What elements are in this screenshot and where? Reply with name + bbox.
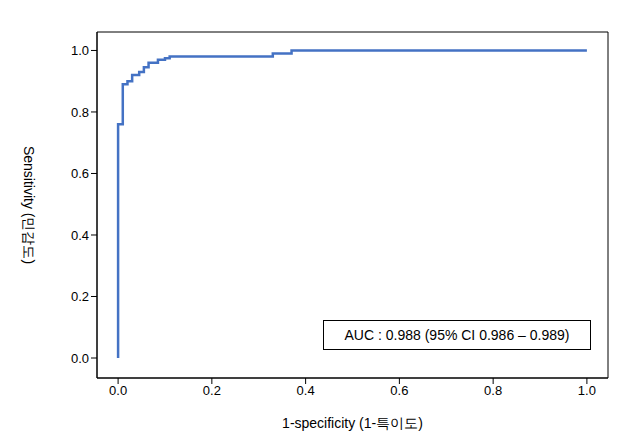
svg-text:0.4: 0.4 (297, 383, 315, 398)
svg-text:0.6: 0.6 (71, 166, 89, 181)
svg-text:0.6: 0.6 (390, 383, 408, 398)
svg-text:0.0: 0.0 (71, 351, 89, 366)
svg-text:0.0: 0.0 (109, 383, 127, 398)
svg-text:0.2: 0.2 (71, 289, 89, 304)
svg-text:1.0: 1.0 (578, 383, 596, 398)
svg-text:0.4: 0.4 (71, 228, 89, 243)
svg-text:0.2: 0.2 (203, 383, 221, 398)
svg-text:1.0: 1.0 (71, 43, 89, 58)
svg-text:1-specificity (1-특이도): 1-specificity (1-특이도) (282, 415, 423, 431)
svg-text:0.8: 0.8 (484, 383, 502, 398)
svg-text:Sensitivity (민감도): Sensitivity (민감도) (21, 146, 37, 264)
svg-text:0.8: 0.8 (71, 105, 89, 120)
html-text:AUC : 0.988 (95% CI 0.986 – 0.: AUC : 0.988 (95% CI 0.986 – 0.989) (344, 327, 570, 343)
